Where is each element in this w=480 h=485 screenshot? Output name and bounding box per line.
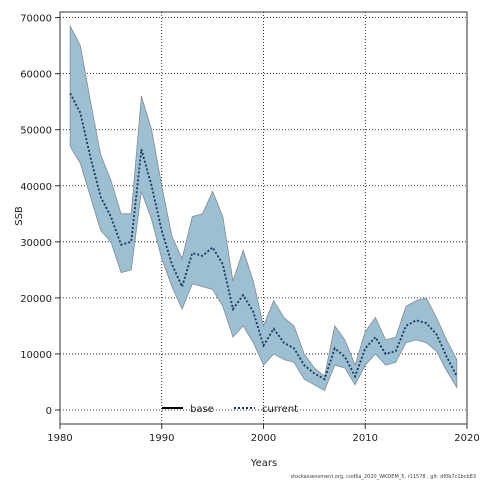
legend-label-base: base <box>190 404 214 415</box>
axes-layer <box>55 11 468 429</box>
y-tick-label-40000: 40000 <box>20 182 52 193</box>
legend-label-current: current <box>262 404 298 415</box>
series-line-current <box>69 92 458 381</box>
y-tick-label-10000: 10000 <box>20 350 52 361</box>
x-tick-label-2020: 2020 <box>454 433 479 444</box>
x-tick-label-1980: 1980 <box>47 433 72 444</box>
x-tick-label-2010: 2010 <box>353 433 378 444</box>
x-tick-label-1990: 1990 <box>149 433 174 444</box>
tick-labels: 1980 1990 2000 2010 2020 0 10000 20000 30000 4000… <box>20 14 480 444</box>
confidence-band-layer <box>69 25 458 391</box>
x-axis-title: Years <box>250 458 277 469</box>
x-tick-label-2000: 2000 <box>251 433 276 444</box>
y-tick-label-70000: 70000 <box>20 14 52 25</box>
y-tick-label-30000: 30000 <box>20 238 52 249</box>
y-tick-label-50000: 50000 <box>20 126 52 137</box>
y-tick-label-60000: 60000 <box>20 70 52 81</box>
footer-text: stockassessment.org, cod6a_2020_WKDEM_5,… <box>290 474 476 480</box>
series-layer <box>69 92 458 381</box>
y-tick-label-20000: 20000 <box>20 294 52 305</box>
legend: base current <box>162 404 298 415</box>
confidence-band <box>69 25 458 391</box>
y-tick-label-0: 0 <box>46 406 52 417</box>
y-axis-title: SSB <box>14 206 25 226</box>
